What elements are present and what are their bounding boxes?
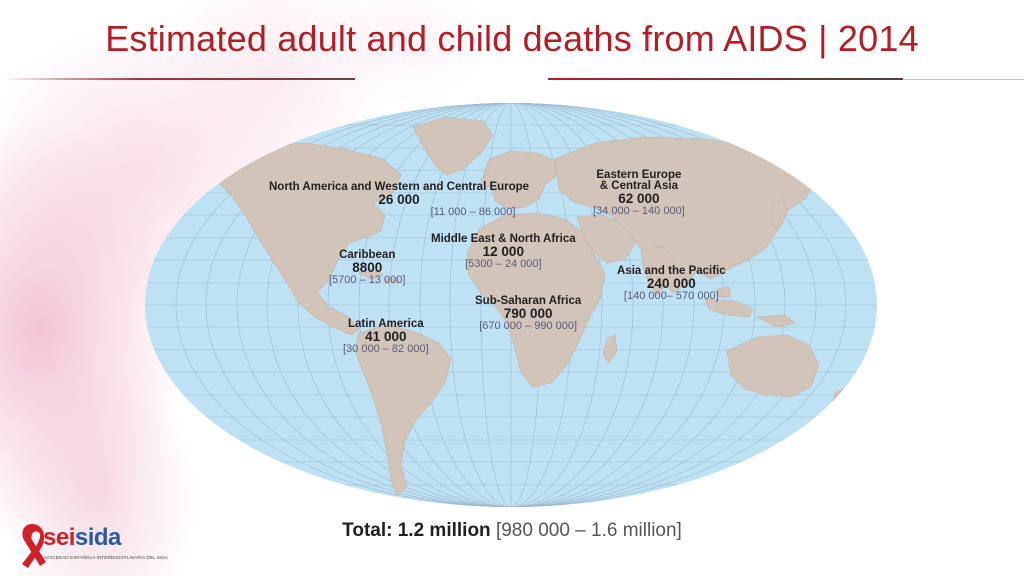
logo-subtitle: SOCIEDAD ESPAÑOLA INTERDISCIPLINARIA DEL… [44, 555, 168, 560]
india [640, 246, 676, 296]
region-range: [5700 – 13 000] [329, 274, 406, 286]
region-range: [11 000 – 86 000] [430, 206, 516, 218]
awareness-ribbon-icon [22, 524, 46, 568]
british-isles [480, 172, 494, 190]
australia [726, 334, 820, 398]
title-underline-right [548, 78, 903, 80]
region-name: North America and Western and Central Eu… [269, 181, 530, 193]
total-range: [980 000 – 1.6 million] [495, 520, 682, 541]
south-america [354, 324, 452, 496]
region-value: 62 000 [618, 191, 660, 206]
region-range: [34 000 – 140 000] [593, 205, 685, 217]
title-underline-end [903, 79, 1024, 80]
label-sub-saharan-africa: Sub-Saharan Africa 790 000 [670 000 – 99… [475, 295, 582, 332]
southeast-asia-islands [704, 286, 796, 328]
label-north-america-europe: North America and Western and Central Eu… [269, 181, 530, 218]
logo-wordmark: seisida [43, 524, 121, 552]
total-deaths: Total: 1.2 million [980 000 – 1.6 millio… [0, 520, 1024, 542]
north-america [214, 142, 402, 336]
region-value: 8800 [352, 260, 383, 275]
label-middle-east-north-africa: Middle East & North Africa 12 000 [5300 … [431, 233, 576, 270]
world-map: North America and Western and Central Eu… [145, 103, 877, 507]
region-range: [5300 – 24 000] [465, 258, 542, 270]
region-value: 790 000 [503, 306, 553, 321]
madagascar [602, 334, 618, 364]
world-map-graphic [145, 103, 877, 507]
logo-name-part1: sei [43, 524, 75, 551]
region-value: 240 000 [646, 276, 696, 291]
region-name-line2: & Central Asia [599, 180, 678, 192]
greenland [412, 116, 494, 176]
middle-east [576, 214, 636, 264]
region-value: 26 000 [378, 192, 420, 207]
caribbean-islands [357, 270, 400, 284]
region-name: Asia and the Pacific [617, 265, 726, 277]
label-eastern-europe-central-asia: Eastern Europe & Central Asia 62 000 [34… [593, 169, 685, 217]
logo-name-part2: sida [74, 524, 122, 551]
region-name: Latin America [348, 318, 424, 330]
region-name: Eastern Europe [596, 169, 682, 181]
label-caribbean: Caribbean 8800 [5700 – 13 000] [329, 249, 406, 286]
region-name: Sub-Saharan Africa [475, 295, 582, 307]
africa [466, 212, 606, 388]
region-name: Middle East & North Africa [431, 233, 576, 245]
label-latin-america: Latin America 41 000 [30 000 – 82 000] [343, 318, 429, 355]
title-underline-left [0, 78, 355, 80]
region-range: [30 000 – 82 000] [343, 343, 429, 355]
region-value: 41 000 [365, 329, 407, 344]
region-name: Caribbean [339, 249, 396, 261]
japan [770, 198, 788, 230]
region-range: [140 000– 570 000] [623, 290, 719, 302]
label-asia-pacific: Asia and the Pacific 240 000 [140 000– 5… [617, 265, 726, 302]
region-range: [670 000 – 990 000] [479, 320, 578, 332]
total-label: Total: 1.2 million [342, 520, 491, 541]
slide-title: Estimated adult and child deaths from AI… [105, 18, 919, 59]
region-value: 12 000 [482, 244, 524, 259]
europe [482, 150, 558, 210]
